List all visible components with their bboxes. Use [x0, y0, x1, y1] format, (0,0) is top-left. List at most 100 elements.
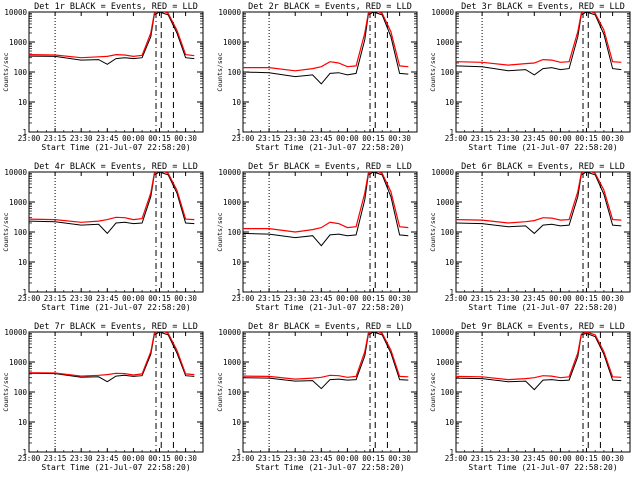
- x-tick-label: 23:30: [70, 134, 93, 143]
- x-tick-label: 00:15: [575, 454, 598, 463]
- x-tick-label: 00:15: [575, 134, 598, 143]
- x-tick-label: 00:30: [174, 134, 197, 143]
- y-axis-label: Counts/sec: [429, 52, 437, 91]
- x-axis-label: Start Time (21-Jul-07 22:58:20): [41, 143, 190, 152]
- series-lld-line: [29, 12, 195, 59]
- series-events-line: [29, 172, 195, 235]
- panel-title: Det 4r BLACK = Events, RED = LLD: [34, 162, 198, 172]
- series-events-line: [456, 172, 622, 235]
- panel-title: Det 6r BLACK = Events, RED = LLD: [461, 162, 625, 172]
- x-tick-label: 00:15: [148, 134, 171, 143]
- x-tick-label: 23:30: [70, 294, 93, 303]
- y-tick-label: 1000: [436, 358, 455, 367]
- x-tick-label: 23:00: [232, 134, 255, 143]
- x-tick-label: 23:15: [258, 294, 281, 303]
- y-tick-label: 1000: [436, 38, 455, 47]
- y-tick-label: 1: [22, 128, 27, 137]
- y-tick-label: 10: [232, 258, 242, 267]
- series-events-line: [243, 332, 409, 390]
- x-axis-label: Start Time (21-Jul-07 22:58:20): [255, 143, 404, 152]
- y-tick-label: 10: [232, 98, 242, 107]
- panel-title: Det 7r BLACK = Events, RED = LLD: [34, 322, 198, 332]
- series-lld-line: [456, 332, 622, 381]
- series-events-line: [29, 12, 195, 65]
- x-tick-label: 23:45: [96, 454, 119, 463]
- y-axis-label: Counts/sec: [2, 52, 10, 91]
- x-tick-label: 00:15: [575, 294, 598, 303]
- x-tick-label: 23:45: [310, 454, 333, 463]
- y-tick-label: 10: [445, 258, 455, 267]
- x-tick-label: 00:30: [601, 454, 624, 463]
- y-tick-label: 1000: [9, 38, 28, 47]
- y-tick-label: 10: [18, 98, 28, 107]
- y-tick-label: 100: [227, 68, 241, 77]
- panel-title: Det 9r BLACK = Events, RED = LLD: [461, 322, 625, 332]
- series-events-line: [243, 172, 409, 247]
- x-axis-label: Start Time (21-Jul-07 22:58:20): [468, 143, 617, 152]
- x-tick-label: 00:00: [336, 454, 359, 463]
- x-tick-label: 23:30: [497, 134, 520, 143]
- x-tick-label: 00:15: [362, 294, 385, 303]
- y-axis-label: Counts/sec: [2, 212, 10, 251]
- x-tick-label: 23:15: [44, 134, 67, 143]
- x-tick-label: 00:00: [122, 134, 145, 143]
- panel-title: Det 1r BLACK = Events, RED = LLD: [34, 2, 198, 12]
- x-tick-label: 00:00: [549, 134, 572, 143]
- x-tick-label: 23:45: [96, 134, 119, 143]
- x-tick-label: 00:00: [122, 454, 145, 463]
- y-tick-label: 1: [22, 448, 27, 457]
- y-tick-label: 10: [445, 98, 455, 107]
- x-tick-label: 23:30: [284, 134, 307, 143]
- x-tick-label: 00:30: [388, 454, 411, 463]
- y-tick-label: 10000: [218, 8, 241, 17]
- y-tick-label: 1: [236, 128, 241, 137]
- y-axis-label: Counts/sec: [2, 372, 10, 411]
- y-tick-label: 100: [13, 68, 27, 77]
- x-tick-label: 23:15: [44, 454, 67, 463]
- x-axis-label: Start Time (21-Jul-07 22:58:20): [255, 463, 404, 472]
- x-axis-label: Start Time (21-Jul-07 22:58:20): [468, 303, 617, 312]
- y-tick-label: 100: [440, 68, 454, 77]
- panel-title: Det 8r BLACK = Events, RED = LLD: [248, 322, 412, 332]
- y-tick-label: 1: [449, 128, 454, 137]
- x-tick-label: 00:30: [388, 294, 411, 303]
- series-lld-line: [243, 332, 409, 380]
- panel-title: Det 2r BLACK = Events, RED = LLD: [248, 2, 412, 12]
- y-axis-label: Counts/sec: [216, 52, 224, 91]
- series-events-line: [456, 12, 622, 76]
- y-tick-label: 1: [22, 288, 27, 297]
- x-tick-label: 23:15: [471, 294, 494, 303]
- y-tick-label: 1000: [9, 358, 28, 367]
- x-tick-label: 23:00: [445, 294, 468, 303]
- y-tick-label: 1: [236, 448, 241, 457]
- y-tick-label: 100: [13, 388, 27, 397]
- y-tick-label: 1: [449, 288, 454, 297]
- y-tick-label: 10: [232, 418, 242, 427]
- series-events-line: [29, 332, 195, 383]
- x-tick-label: 23:15: [258, 454, 281, 463]
- x-tick-label: 23:45: [523, 294, 546, 303]
- x-tick-label: 00:30: [601, 294, 624, 303]
- x-tick-label: 23:45: [310, 294, 333, 303]
- x-axis-label: Start Time (21-Jul-07 22:58:20): [41, 463, 190, 472]
- x-tick-label: 23:00: [18, 454, 41, 463]
- x-tick-label: 23:00: [232, 294, 255, 303]
- panel-title: Det 5r BLACK = Events, RED = LLD: [248, 162, 412, 172]
- x-tick-label: 23:45: [523, 454, 546, 463]
- x-tick-label: 23:15: [44, 294, 67, 303]
- y-tick-label: 10: [18, 418, 28, 427]
- x-tick-label: 23:45: [310, 134, 333, 143]
- x-tick-label: 23:15: [471, 454, 494, 463]
- x-axis-label: Start Time (21-Jul-07 22:58:20): [41, 303, 190, 312]
- y-tick-label: 10000: [431, 328, 454, 337]
- y-tick-label: 1: [449, 448, 454, 457]
- series-lld-line: [243, 12, 409, 72]
